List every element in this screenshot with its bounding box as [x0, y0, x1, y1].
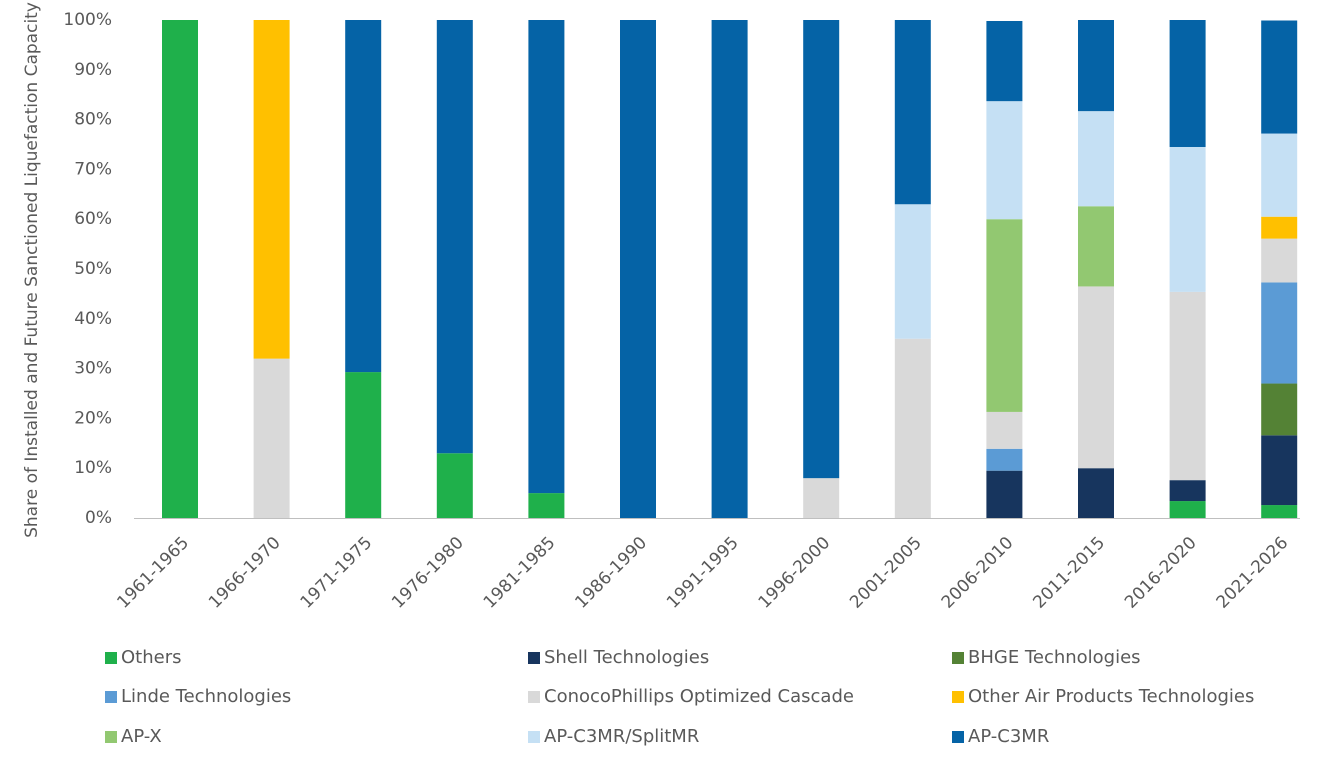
- x-tick-label: 1981-1985: [480, 533, 560, 613]
- legend-label: AP-C3MR/SplitMR: [544, 726, 699, 747]
- legend-label: BHGE Technologies: [968, 647, 1141, 668]
- y-tick-label: 10%: [74, 458, 112, 478]
- bar-segment: [345, 20, 382, 373]
- bar-segment: [1261, 238, 1298, 283]
- y-tick-label: 70%: [74, 159, 112, 179]
- y-tick-label: 0%: [85, 508, 112, 528]
- legend-swatch: [952, 731, 964, 743]
- x-tick-label: 2001-2005: [846, 533, 926, 613]
- bar-segment: [1261, 282, 1298, 384]
- y-tick-label: 60%: [74, 209, 112, 229]
- bar-segment: [986, 411, 1023, 449]
- bar-segment: [1261, 505, 1298, 518]
- bar-segment: [986, 219, 1023, 412]
- bar-segment: [1261, 20, 1298, 134]
- bar-segment: [528, 20, 565, 494]
- x-tick-label: 2021-2026: [1213, 533, 1293, 613]
- legend-label: Others: [121, 647, 182, 668]
- bar-segment: [528, 493, 565, 518]
- bar-segment: [1078, 286, 1114, 469]
- bar-segment: [1261, 216, 1298, 239]
- bar-segment: [1261, 133, 1298, 217]
- legend-label: AP-C3MR: [968, 726, 1049, 747]
- bar-segment: [1261, 435, 1298, 506]
- y-tick-label: 30%: [74, 359, 112, 379]
- legend-swatch: [105, 731, 117, 743]
- bar-segment: [894, 20, 931, 205]
- y-tick-label: 50%: [74, 259, 112, 279]
- legend-swatch: [105, 691, 117, 703]
- bar-segment: [894, 338, 931, 518]
- bar-segment: [1169, 146, 1206, 292]
- bar-segment: [1078, 206, 1114, 287]
- bar-segment: [620, 20, 656, 518]
- y-tick-label: 100%: [63, 10, 112, 30]
- legend-swatch: [528, 731, 540, 743]
- bar-segment: [1261, 383, 1298, 436]
- bar-segment: [1169, 20, 1206, 147]
- bar-segment: [253, 20, 290, 359]
- bar-segment: [436, 453, 473, 518]
- bar-segment: [1169, 480, 1206, 502]
- y-axis-label: Share of Installed and Future Sanctioned…: [22, 2, 42, 538]
- x-tick-label: 1986-1990: [571, 533, 651, 613]
- x-tick-label: 1996-2000: [755, 533, 835, 613]
- x-tick-label: 1961-1965: [113, 533, 193, 613]
- bar-segment: [894, 204, 931, 339]
- x-tick-label: 2006-2010: [938, 533, 1018, 613]
- bar-segment: [1169, 501, 1206, 518]
- x-tick-label: 2011-2015: [1029, 533, 1109, 613]
- bar-segment: [345, 372, 382, 518]
- legend-swatch: [528, 652, 540, 664]
- bar-segment: [1169, 291, 1206, 481]
- x-tick-label: 1966-1970: [205, 533, 285, 613]
- bar-segment: [986, 101, 1023, 220]
- bar-segment: [711, 20, 748, 518]
- y-tick-label: 80%: [74, 110, 112, 130]
- legend-swatch: [952, 652, 964, 664]
- bar-segment: [803, 478, 840, 518]
- bar-segment: [253, 358, 290, 518]
- legend-label: Shell Technologies: [544, 647, 709, 668]
- x-tick-label: 1971-1975: [297, 533, 377, 613]
- x-tick-label: 1991-1995: [663, 533, 743, 613]
- bar-segment: [986, 448, 1023, 471]
- legend-label: Linde Technologies: [121, 686, 291, 707]
- y-tick-label: 40%: [74, 309, 112, 329]
- bar-segment: [436, 20, 473, 454]
- bar-segment: [803, 20, 840, 479]
- x-tick-label: 2016-2020: [1121, 533, 1201, 613]
- bar-segment: [986, 470, 1023, 518]
- legend-label: AP-X: [121, 726, 162, 747]
- legend-label: Other Air Products Technologies: [968, 686, 1254, 707]
- y-tick-label: 90%: [74, 60, 112, 80]
- legend-swatch: [952, 691, 964, 703]
- bar-segment: [1078, 20, 1114, 112]
- bar-segment: [1078, 111, 1114, 207]
- bar-segment: [162, 20, 198, 518]
- legend-swatch: [528, 691, 540, 703]
- bar-segment: [1078, 468, 1114, 518]
- x-tick-label: 1976-1980: [388, 533, 468, 613]
- legend-swatch: [105, 652, 117, 664]
- y-tick-label: 20%: [74, 408, 112, 428]
- bar-segment: [986, 20, 1023, 102]
- legend-label: ConocoPhillips Optimized Cascade: [544, 686, 854, 707]
